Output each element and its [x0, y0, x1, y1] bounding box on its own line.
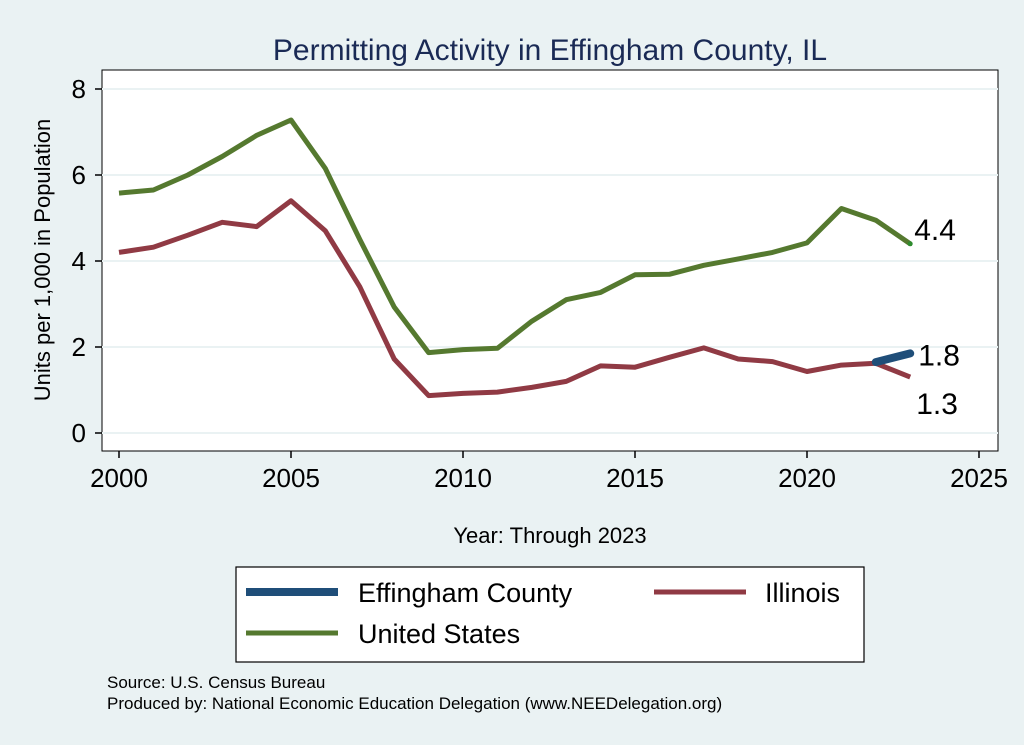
y-tick-label: 4	[72, 246, 86, 276]
chart-title: Permitting Activity in Effingham County,…	[273, 34, 827, 67]
x-axis-title: Year: Through 2023	[453, 523, 646, 548]
series-line-united-states	[118, 117, 912, 356]
legend-label: United States	[358, 619, 520, 649]
x-tick-label: 2025	[950, 463, 1008, 493]
x-tick-label: 2015	[606, 463, 664, 493]
series-end-point	[907, 241, 913, 247]
y-tick-label: 2	[72, 332, 86, 362]
series-lines	[118, 117, 915, 399]
end-label-effingham-county: 1.8	[918, 339, 960, 372]
end-label-illinois: 1.3	[916, 388, 958, 421]
produced-by-note: Produced by: National Economic Education…	[107, 694, 722, 713]
legend-box	[235, 566, 865, 663]
grid-lines	[102, 88, 998, 434]
y-axis-title: Units per 1,000 in Population	[30, 119, 55, 402]
x-tick-label: 2010	[434, 463, 492, 493]
end-label-united-states: 4.4	[914, 214, 956, 247]
x-tick-label: 2000	[90, 463, 148, 493]
end-labels: 1.8 1.3 4.4	[914, 214, 960, 421]
series-line-illinois	[118, 198, 912, 399]
legend: Effingham County Illinois United States	[235, 566, 865, 663]
legend-label: Illinois	[765, 578, 840, 608]
series-line-effingham-county	[871, 349, 915, 367]
axes: 0 2 4 6 8 2000 2005 2010 2015 2020 2025	[72, 74, 1008, 493]
x-tick-label: 2005	[262, 463, 320, 493]
source-note: Source: U.S. Census Bureau	[107, 673, 325, 692]
y-tick-label: 6	[72, 160, 86, 190]
y-tick-label: 0	[72, 418, 86, 448]
legend-label: Effingham County	[358, 578, 573, 608]
x-tick-label: 2020	[778, 463, 836, 493]
y-tick-label: 8	[72, 74, 86, 104]
